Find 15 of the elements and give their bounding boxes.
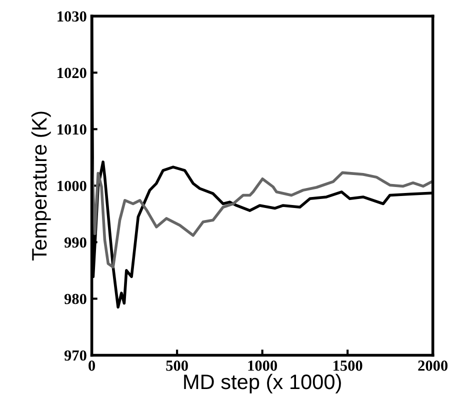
x-axis-title: MD step (x 1000) [184,374,341,394]
y-tick-label: 980 [64,294,86,304]
y-tick-label: 970 [64,350,86,361]
x-tick-label: 1000 [248,360,278,371]
y-axis-title: Temperature (K) [31,112,51,260]
x-tick-label: 0 [88,360,96,371]
x-tick-label: 2000 [418,360,448,371]
x-tick-label: 1500 [334,360,362,371]
y-tick-label: 1010 [58,124,86,135]
y-tick-label: 990 [64,237,86,248]
y-tick-label: 1020 [58,68,86,78]
x-tick-label: 500 [166,360,188,371]
line-series [92,158,433,268]
y-tick-label: 1030 [58,11,86,22]
y-tick-label: 1000 [58,180,86,192]
